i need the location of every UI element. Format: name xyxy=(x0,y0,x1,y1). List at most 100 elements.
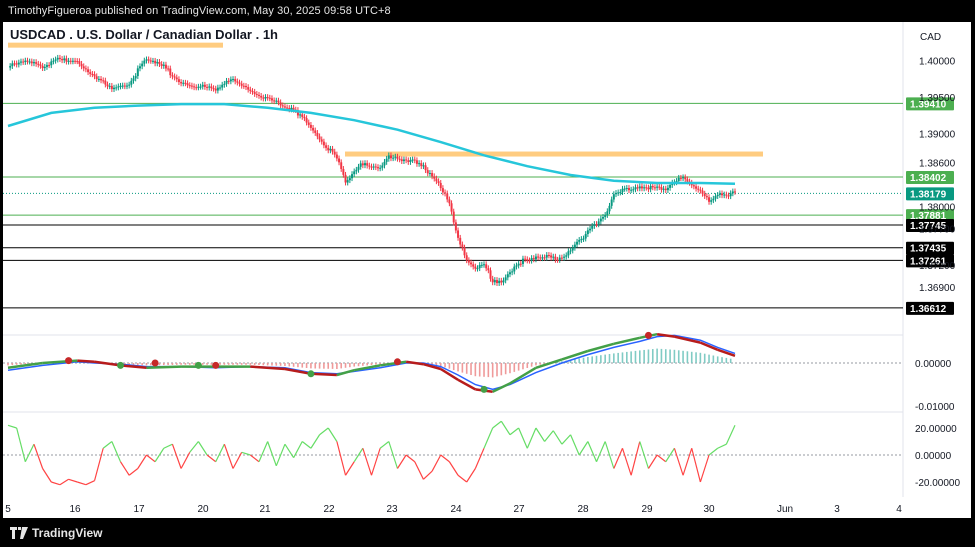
candle-body xyxy=(547,255,550,257)
macd-histogram-bar xyxy=(175,363,178,365)
osc-line-segment xyxy=(396,454,407,469)
candle-body xyxy=(474,266,477,269)
candle-body xyxy=(396,156,399,159)
osc-tick-label: 20.00000 xyxy=(915,424,957,435)
macd-histogram-bar xyxy=(669,349,671,363)
candle-body xyxy=(100,78,103,81)
macd-histogram-bar xyxy=(362,363,364,366)
candle-body xyxy=(407,160,410,162)
candle-body xyxy=(563,256,566,258)
macd-histogram-bar xyxy=(323,363,325,369)
candle-body xyxy=(619,192,622,194)
candle-body xyxy=(69,60,72,62)
candle-body xyxy=(262,97,265,99)
moving-average xyxy=(7,102,736,186)
candle-body xyxy=(675,180,678,183)
candle-body xyxy=(162,64,165,66)
candle-body xyxy=(50,61,53,66)
osc-line-segment xyxy=(448,461,459,476)
candle-body xyxy=(656,186,659,188)
osc-line-segment xyxy=(682,448,693,476)
candle-body xyxy=(602,216,605,219)
osc-line-segment xyxy=(370,448,381,476)
candle-body xyxy=(128,84,131,86)
candle-body xyxy=(400,159,403,162)
candle-body xyxy=(617,192,620,194)
rsi-panel: 20.00000 0.00000 -20.00000 xyxy=(3,420,960,489)
candle-body xyxy=(604,214,607,217)
macd-histogram-bar xyxy=(638,350,641,363)
candle-body xyxy=(266,97,269,99)
macd-line-segment xyxy=(457,378,476,391)
candle-body xyxy=(305,118,308,123)
macd-histogram-bar xyxy=(690,351,693,363)
candle-body xyxy=(138,66,141,69)
candle-body xyxy=(303,116,306,119)
osc-line-segment xyxy=(163,443,173,449)
candle-body xyxy=(534,256,537,260)
candle-body xyxy=(420,163,423,167)
macd-histogram-bar xyxy=(11,363,14,366)
candle-body xyxy=(247,87,250,90)
candle-body xyxy=(662,188,665,190)
candle-body xyxy=(506,274,509,278)
osc-tick-label: 0.00000 xyxy=(915,451,952,462)
candle-body xyxy=(214,88,217,91)
candle-body xyxy=(677,177,680,181)
candle-body xyxy=(470,262,473,265)
candle-body xyxy=(335,154,338,159)
macd-histogram-bar xyxy=(158,363,161,366)
candle-body xyxy=(483,264,486,266)
resistance-zones xyxy=(8,42,763,157)
candle-body xyxy=(102,80,105,82)
macd-histogram-bar xyxy=(647,349,650,363)
candle-body xyxy=(325,145,328,148)
macd-histogram-bar xyxy=(366,363,368,366)
candle-body xyxy=(61,59,64,61)
candle-body xyxy=(433,176,436,179)
price-tick-label: 1.39000 xyxy=(919,129,956,140)
osc-line-segment xyxy=(284,443,295,459)
candle-body xyxy=(476,268,479,270)
candle-body xyxy=(606,211,609,215)
candle-body xyxy=(219,87,222,89)
macd-histogram-bar xyxy=(439,363,442,366)
candle-body xyxy=(264,97,267,99)
candle-body xyxy=(495,280,498,284)
macd-histogram-bar xyxy=(699,352,702,363)
osc-line-segment xyxy=(206,454,217,463)
macd-histogram-bar xyxy=(184,363,187,365)
candle-body xyxy=(457,230,460,238)
candle-body xyxy=(39,64,42,66)
candle-body xyxy=(569,250,572,252)
macd-histogram-bar xyxy=(522,363,524,370)
macd-histogram-bar xyxy=(617,352,619,363)
candle-body xyxy=(67,60,70,62)
candle-body xyxy=(132,78,135,81)
candle-body xyxy=(195,87,198,89)
candle-body xyxy=(76,61,79,63)
candle-body xyxy=(550,255,553,258)
candle-body xyxy=(701,190,704,194)
macd-line-segment xyxy=(717,348,736,357)
candle-body xyxy=(13,63,16,65)
candle-body xyxy=(385,158,388,162)
osc-line-segment xyxy=(189,441,199,453)
tradingview-footer[interactable]: TradingView xyxy=(10,526,102,540)
macd-line-segment xyxy=(379,360,407,367)
osc-tick-label: -20.00000 xyxy=(915,478,960,489)
candle-body xyxy=(279,102,282,106)
candle-body xyxy=(30,61,33,64)
chart-grid xyxy=(3,22,904,497)
macd-histogram-bar xyxy=(591,356,593,363)
macd-histogram-bar xyxy=(193,363,195,365)
candle-body xyxy=(370,166,373,168)
macd-line-segment xyxy=(336,368,355,377)
resistance-zone xyxy=(345,151,763,157)
candle-body xyxy=(210,86,213,89)
osc-line-segment xyxy=(423,470,433,480)
macd-histogram-bar xyxy=(357,363,360,367)
tradingview-logo-icon xyxy=(10,527,28,539)
candle-body xyxy=(394,156,397,158)
candle-body xyxy=(35,62,38,64)
